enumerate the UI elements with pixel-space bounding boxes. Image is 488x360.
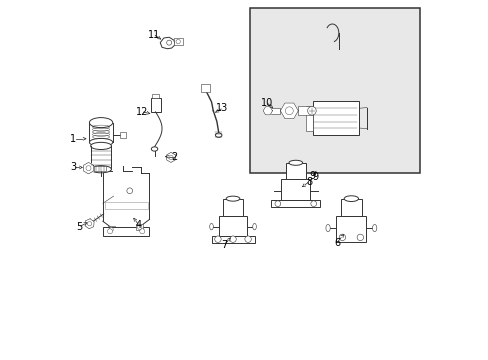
Bar: [249, 8, 419, 173]
Bar: [298, 107, 311, 115]
Ellipse shape: [215, 133, 222, 137]
Polygon shape: [85, 219, 94, 229]
Bar: [152, 94, 159, 98]
Text: 5: 5: [76, 222, 82, 231]
Bar: [136, 224, 143, 230]
Bar: [336, 216, 366, 242]
Bar: [211, 235, 254, 243]
Bar: [281, 179, 309, 201]
Circle shape: [166, 40, 171, 45]
Polygon shape: [166, 152, 175, 162]
Ellipse shape: [344, 196, 358, 202]
Ellipse shape: [209, 224, 213, 230]
Ellipse shape: [226, 196, 239, 201]
Bar: [104, 202, 147, 209]
Bar: [120, 132, 126, 138]
Circle shape: [214, 236, 221, 242]
Ellipse shape: [325, 225, 329, 231]
Polygon shape: [263, 107, 272, 115]
Circle shape: [168, 155, 173, 159]
Circle shape: [356, 234, 363, 240]
Bar: [174, 38, 183, 45]
Circle shape: [107, 229, 112, 234]
Bar: [312, 101, 359, 135]
Bar: [267, 108, 280, 114]
Circle shape: [86, 166, 91, 171]
Circle shape: [244, 236, 251, 242]
Circle shape: [137, 225, 142, 229]
Circle shape: [310, 201, 316, 207]
Ellipse shape: [252, 224, 256, 230]
Bar: [102, 226, 149, 235]
Ellipse shape: [90, 166, 111, 173]
Circle shape: [140, 229, 144, 234]
Text: 3: 3: [70, 162, 76, 172]
Text: 9: 9: [312, 172, 318, 182]
Circle shape: [339, 234, 345, 240]
Bar: [150, 98, 160, 112]
Circle shape: [126, 188, 132, 194]
Text: 2: 2: [171, 152, 177, 162]
Circle shape: [176, 40, 180, 44]
Text: 11: 11: [148, 30, 160, 40]
Text: 13: 13: [216, 103, 228, 113]
Ellipse shape: [288, 160, 302, 165]
Bar: [285, 163, 305, 179]
Bar: [219, 216, 246, 235]
Circle shape: [274, 201, 280, 207]
Ellipse shape: [151, 147, 158, 151]
Circle shape: [87, 222, 92, 226]
Ellipse shape: [372, 225, 376, 231]
Text: 12: 12: [136, 107, 148, 117]
Ellipse shape: [90, 142, 111, 149]
Text: 7: 7: [221, 239, 227, 249]
Bar: [340, 199, 362, 216]
Text: 6: 6: [333, 238, 339, 248]
Ellipse shape: [89, 118, 112, 128]
Circle shape: [307, 107, 316, 115]
Text: 9: 9: [309, 171, 315, 181]
Bar: [223, 199, 243, 216]
Text: 1: 1: [70, 134, 76, 144]
Polygon shape: [160, 37, 175, 49]
Bar: [271, 201, 320, 207]
Circle shape: [285, 107, 293, 115]
Ellipse shape: [89, 138, 112, 146]
Circle shape: [109, 227, 113, 231]
Polygon shape: [83, 162, 93, 174]
Circle shape: [229, 236, 236, 242]
Bar: [201, 84, 209, 92]
Text: 10: 10: [261, 98, 273, 108]
Text: 4: 4: [135, 220, 142, 230]
Bar: [305, 106, 312, 131]
Bar: [107, 226, 115, 232]
Polygon shape: [280, 103, 298, 118]
Text: 8: 8: [305, 177, 311, 187]
Bar: [94, 166, 105, 171]
